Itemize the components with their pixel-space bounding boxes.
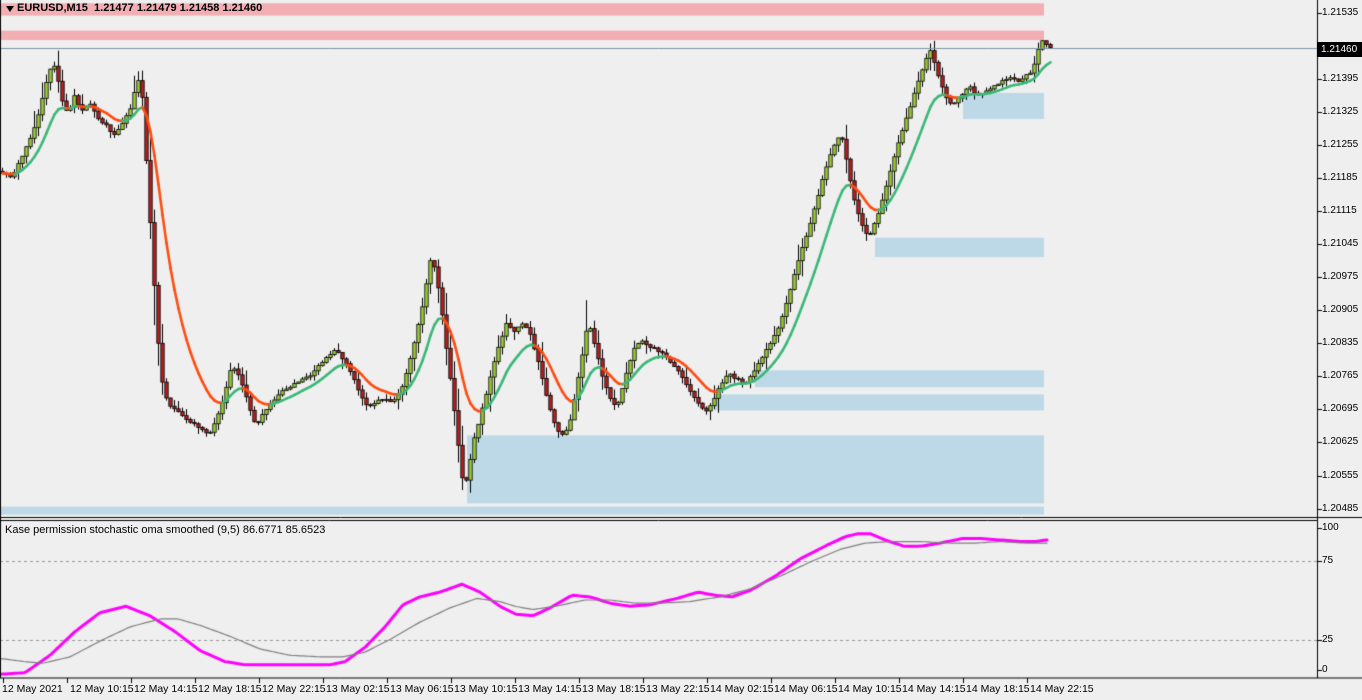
- price-tick-label: 1.20905: [1322, 304, 1359, 316]
- price-tick-label: 1.20485: [1322, 502, 1359, 514]
- price-tick-label: 1.21115: [1322, 205, 1357, 217]
- current-price-tag: 1.21460: [1317, 41, 1362, 57]
- time-tick-label: 14 May 02:15: [710, 683, 774, 695]
- time-tick-label: 12 May 22:15: [262, 683, 326, 695]
- time-tick-label: 12 May 18:15: [198, 683, 262, 695]
- time-tick-label: 12 May 2021: [2, 683, 63, 695]
- price-tick-label: 1.21185: [1322, 172, 1358, 184]
- indicator-scale-label: 100: [1322, 522, 1339, 533]
- time-tick-label: 13 May 22:15: [646, 683, 710, 695]
- price-tick-label: 1.21045: [1322, 238, 1359, 250]
- price-tick-label: 1.21535: [1322, 7, 1359, 19]
- price-tick-label: 1.20975: [1322, 271, 1359, 283]
- indicator-scale-label: 25: [1322, 633, 1334, 645]
- time-tick-label: 13 May 14:15: [518, 683, 582, 695]
- time-tick-label: 14 May 06:15: [774, 683, 838, 695]
- time-tick-label: 13 May 06:15: [390, 683, 454, 695]
- time-tick-label: 14 May 22:15: [1030, 683, 1094, 695]
- time-axis[interactable]: 12 May 2021 12 May 10:15 12 May 14:15 12 Ma…: [0, 678, 1362, 700]
- time-tick-label: 13 May 18:15: [582, 683, 646, 695]
- symbol-marker-icon[interactable]: [6, 6, 14, 12]
- time-tick-label: 14 May 14:15: [902, 683, 966, 695]
- time-tick-label: 13 May 02:15: [326, 683, 390, 695]
- time-tick-label: 14 May 10:15: [838, 683, 902, 695]
- quote-line: EURUSD,M15 1.21477 1.21479 1.21458 1.214…: [17, 2, 263, 14]
- price-tick-label: 1.20695: [1322, 403, 1359, 415]
- time-tick-label: 14 May 18:15: [966, 683, 1030, 695]
- price-tick-label: 1.21395: [1322, 73, 1359, 85]
- indicator-title: Kase permission stochastic oma smoothed …: [5, 524, 326, 536]
- price-tick-label: 1.21255: [1322, 139, 1359, 151]
- time-tick-label: 12 May 10:15: [70, 683, 134, 695]
- time-tick-label: 12 May 14:15: [134, 683, 198, 695]
- indicator-scale-label: 75: [1322, 554, 1334, 566]
- price-tick-label: 1.20835: [1322, 337, 1359, 349]
- price-tick-label: 1.21325: [1322, 106, 1359, 118]
- price-axis[interactable]: 1.21535 1.21395 1.21325 1.21255 1.21185 1.211…: [1317, 0, 1362, 678]
- price-tick-label: 1.20765: [1322, 370, 1359, 382]
- time-tick-label: 13 May 10:15: [454, 683, 518, 695]
- indicator-scale-label: 0: [1322, 664, 1328, 675]
- price-tick-label: 1.20625: [1322, 436, 1359, 448]
- price-tick-label: 1.20555: [1322, 469, 1359, 481]
